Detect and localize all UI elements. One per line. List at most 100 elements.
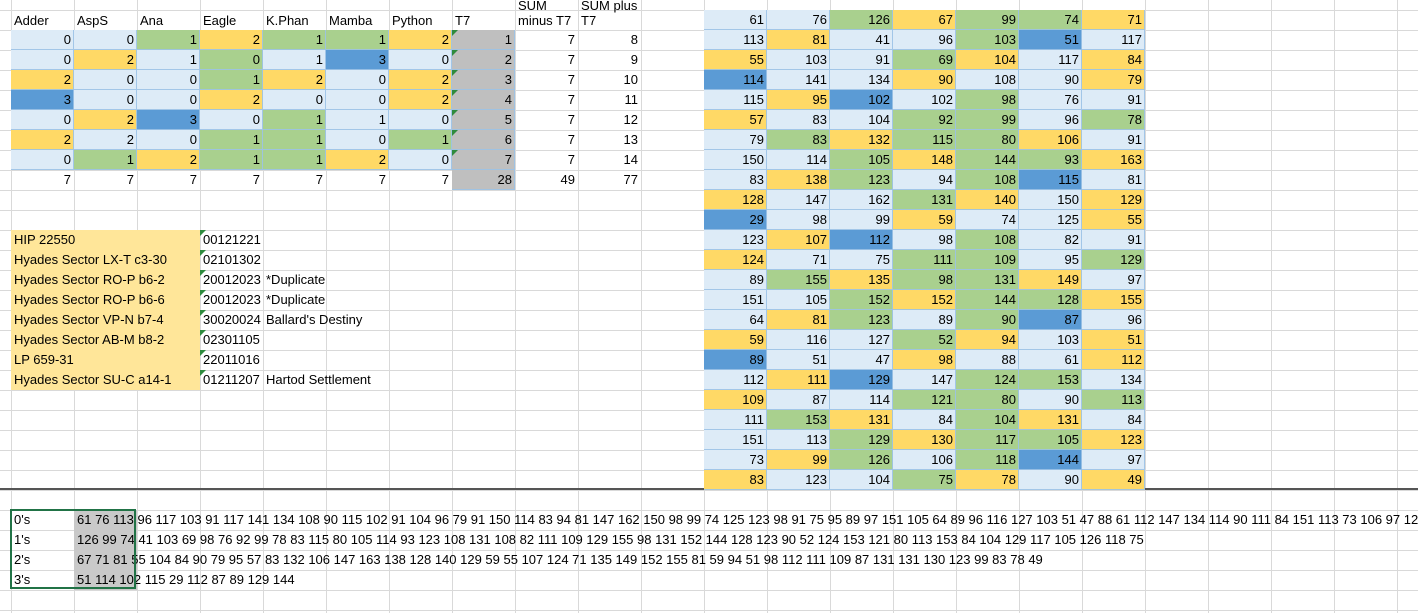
row-label: 1's: [14, 532, 31, 547]
score-cell: 2: [11, 130, 74, 150]
value-cell: 104: [830, 110, 893, 130]
value-cell: 81: [767, 30, 830, 50]
t7-cell: 6: [452, 130, 515, 150]
value-cell: 123: [1082, 430, 1145, 450]
value-cell: 106: [893, 450, 956, 470]
sum-cell: 13: [623, 132, 638, 147]
value-cell: 90: [1019, 470, 1082, 490]
sum-cell: 14: [623, 152, 638, 167]
system-code: 22011016: [200, 350, 263, 370]
sum-cell: 7: [567, 72, 575, 87]
value-cell: 98: [956, 90, 1019, 110]
value-cell: 111: [767, 370, 830, 390]
value-cell: 92: [893, 110, 956, 130]
system-name: LP 659-31: [11, 350, 200, 370]
value-cell: 84: [1082, 410, 1145, 430]
value-cell: 84: [893, 410, 956, 430]
value-cell: 147: [767, 190, 830, 210]
value-cell: 108: [956, 230, 1019, 250]
total-cell: 7: [252, 172, 260, 187]
value-cell: 81: [1082, 170, 1145, 190]
value-cell: 141: [767, 70, 830, 90]
value-cell: 148: [893, 150, 956, 170]
value-cell: 144: [956, 290, 1019, 310]
score-cell: 0: [137, 70, 200, 90]
system-name: HIP 22550: [11, 230, 200, 250]
sum-cell: 7: [567, 32, 575, 47]
total-cell: 77: [623, 172, 638, 187]
value-cell: 105: [830, 150, 893, 170]
system-code: 00121221: [200, 230, 263, 250]
value-cell: 114: [830, 390, 893, 410]
gray-cell: [74, 570, 137, 590]
value-cell: 123: [830, 310, 893, 330]
score-cell: 0: [389, 150, 452, 170]
value-cell: 115: [704, 90, 767, 110]
value-cell: 117: [1019, 50, 1082, 70]
score-cell: 0: [326, 130, 389, 150]
total-cell: 7: [189, 172, 197, 187]
score-cell: 2: [200, 90, 263, 110]
value-cell: 61: [704, 10, 767, 30]
value-cell: 114: [704, 70, 767, 90]
value-cell: 59: [704, 330, 767, 350]
score-cell: 1: [137, 30, 200, 50]
value-cell: 90: [1019, 390, 1082, 410]
value-cell: 64: [704, 310, 767, 330]
system-note: *Duplicate: [266, 272, 326, 287]
value-cell: 106: [1019, 130, 1082, 150]
value-cell: 115: [1019, 170, 1082, 190]
value-cell: 83: [704, 470, 767, 490]
value-cell: 90: [956, 310, 1019, 330]
sum-cell: 7: [567, 152, 575, 167]
value-cell: 79: [704, 130, 767, 150]
total-cell: 7: [63, 172, 71, 187]
value-cell: 41: [830, 30, 893, 50]
value-cell: 84: [1082, 50, 1145, 70]
system-note: Ballard's Destiny: [266, 312, 363, 327]
value-cell: 75: [830, 250, 893, 270]
score-cell: 0: [389, 50, 452, 70]
value-cell: 74: [956, 210, 1019, 230]
score-cell: 3: [326, 50, 389, 70]
column-header: SUM plus T7: [581, 0, 638, 28]
score-cell: 2: [74, 110, 137, 130]
value-cell: 98: [893, 350, 956, 370]
value-cell: 151: [704, 290, 767, 310]
value-cell: 88: [956, 350, 1019, 370]
value-cell: 91: [1082, 230, 1145, 250]
value-cell: 83: [704, 170, 767, 190]
system-code: 30020024: [200, 310, 263, 330]
value-cell: 93: [1019, 150, 1082, 170]
value-cell: 144: [1019, 450, 1082, 470]
score-cell: 2: [263, 70, 326, 90]
value-cell: 113: [767, 430, 830, 450]
value-cell: 124: [704, 250, 767, 270]
value-cell: 109: [704, 390, 767, 410]
column-header: Mamba: [329, 13, 373, 28]
row-label: 2's: [14, 552, 31, 567]
value-cell: 126: [830, 450, 893, 470]
value-cell: 127: [830, 330, 893, 350]
score-cell: 0: [389, 110, 452, 130]
score-cell: 1: [389, 130, 452, 150]
value-cell: 144: [956, 150, 1019, 170]
value-cell: 51: [1082, 330, 1145, 350]
value-cell: 94: [956, 330, 1019, 350]
column-header: T7: [455, 13, 471, 28]
value-cell: 132: [830, 130, 893, 150]
value-cell: 140: [956, 190, 1019, 210]
value-cell: 83: [767, 110, 830, 130]
score-cell: 1: [326, 30, 389, 50]
value-cell: 78: [956, 470, 1019, 490]
value-cell: 87: [767, 390, 830, 410]
value-cell: 112: [704, 370, 767, 390]
system-name: Hyades Sector RO-P b6-6: [11, 290, 200, 310]
score-cell: 0: [200, 50, 263, 70]
value-cell: 94: [893, 170, 956, 190]
value-cell: 123: [767, 470, 830, 490]
t7-cell: 2: [452, 50, 515, 70]
column-header: Python: [392, 13, 433, 28]
system-code: 02101302: [200, 250, 263, 270]
